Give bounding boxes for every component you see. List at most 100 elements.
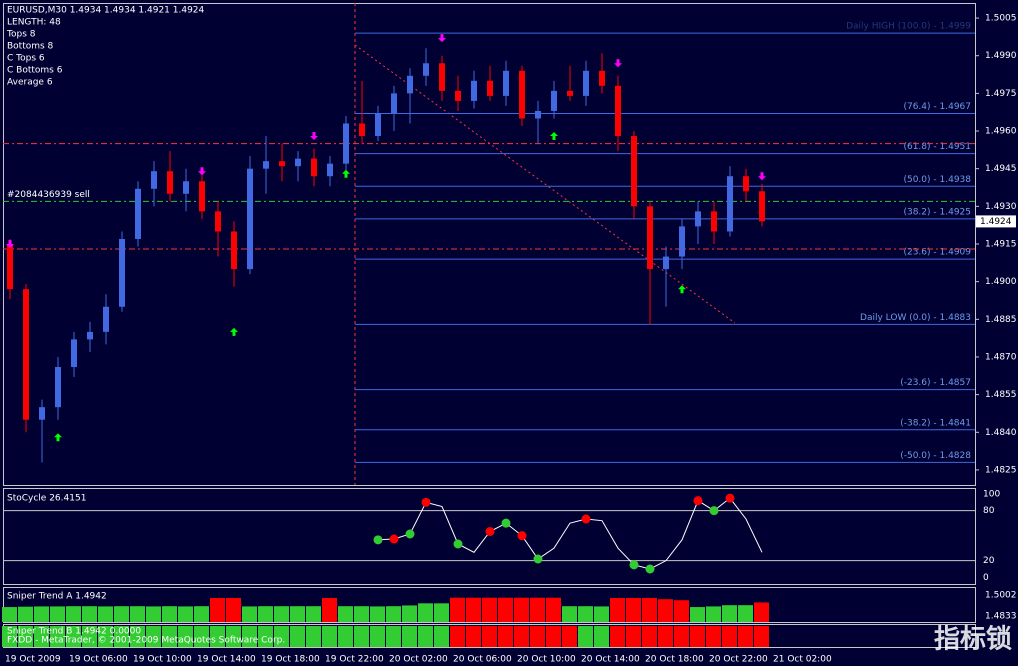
time-label: 20 Oct 02:00 [389, 655, 448, 665]
candle-body [151, 171, 157, 189]
trend-bar [178, 606, 193, 622]
signal-bar [738, 626, 753, 647]
trend-bar [658, 599, 673, 622]
trend-bar [594, 606, 609, 622]
signal-bar [306, 626, 321, 647]
trend-line [354, 44, 736, 324]
trend-bar [194, 606, 209, 622]
signal-bar [290, 626, 305, 647]
trend-bar [98, 606, 113, 622]
time-label: 20 Oct 10:00 [517, 655, 576, 665]
cycle-dot [485, 527, 495, 536]
info-line: Bottoms 8 [7, 42, 54, 52]
bottom-arrow [230, 327, 238, 336]
candle-body [471, 80, 477, 101]
trend-bar [258, 606, 273, 622]
top-arrow [6, 240, 14, 248]
signal-bar [18, 626, 33, 647]
trend-bar [338, 606, 353, 622]
trend-bar [18, 606, 33, 622]
signal-bar [66, 626, 81, 647]
y-tick-label: 1.4915 [985, 240, 1017, 250]
cycle-dot [389, 534, 399, 544]
signal-bar [610, 626, 625, 647]
trend-bar [274, 606, 289, 622]
candle-body [423, 63, 429, 76]
panel-title: Sniper Trend A 1.4942 [7, 592, 107, 602]
candle-body [615, 85, 621, 137]
top-arrow [438, 34, 446, 43]
candle-body [647, 206, 653, 270]
signal-bar [34, 626, 49, 647]
cycle-dot [501, 518, 511, 528]
signal-bar [2, 626, 17, 647]
candle-body [551, 90, 557, 111]
fib-label: (50.0) - 1.4938 [903, 175, 971, 185]
signal-bar [562, 626, 577, 647]
time-label: 19 Oct 06:00 [69, 655, 128, 665]
fib-label: (38.2) - 1.4925 [903, 207, 971, 217]
candle-body [455, 90, 461, 101]
signal-bar [226, 626, 241, 647]
signal-bar [242, 626, 257, 647]
trend-bar [82, 606, 97, 622]
signal-bar [274, 626, 289, 647]
signal-bar [482, 626, 497, 647]
candle-body [215, 211, 221, 232]
candle-body [727, 176, 733, 232]
signal-bar [498, 626, 513, 647]
trend-bar [434, 603, 449, 622]
trend-bar [242, 606, 257, 622]
candle-body [39, 407, 45, 420]
fib-label: (23.6) - 1.4909 [903, 248, 971, 258]
trend-bar [162, 606, 177, 622]
trend-bar [2, 607, 17, 622]
signal-bar [514, 626, 529, 647]
cycle-dot [373, 535, 383, 545]
signal-bar [162, 626, 177, 647]
cycle-dot [581, 514, 591, 524]
signal-bar [594, 626, 609, 647]
candle-body [487, 80, 493, 96]
info-line: Average 6 [7, 78, 53, 88]
y-tick-label: 1.4960 [985, 127, 1017, 137]
signal-bar [690, 626, 705, 647]
trend-bar [754, 602, 769, 622]
candle-body [135, 188, 141, 239]
y-tick-label: 1.4990 [985, 51, 1017, 61]
top-arrow [758, 172, 766, 181]
candle-body [199, 181, 205, 212]
candle-body [183, 181, 189, 194]
candle-body [263, 161, 269, 169]
cycle-dot [693, 496, 703, 506]
y-tick-label: 1.4930 [985, 202, 1017, 212]
time-label: 20 Oct 22:00 [709, 655, 768, 665]
y-tick-label: 1.5005 [985, 14, 1017, 24]
bottom-arrow [54, 433, 62, 442]
candle-body [327, 163, 333, 177]
candle-body [759, 191, 765, 222]
trend-bar [450, 597, 465, 622]
trend-bar [690, 607, 705, 622]
signal-bar [658, 626, 673, 647]
trend-bar [418, 603, 433, 622]
top-arrow [614, 59, 622, 68]
candle-body [295, 158, 301, 167]
signal-bar [754, 626, 769, 647]
trend-bar [626, 597, 641, 622]
trend-bar [482, 597, 497, 622]
trend-bar [306, 606, 321, 622]
signal-bar [114, 626, 129, 647]
panel-title: StoCycle 26.4151 [7, 494, 86, 504]
y-tick-label: 1.4825 [985, 465, 1017, 475]
cycle-dot [517, 531, 527, 541]
trend-bar [226, 597, 241, 622]
y-tick-label: 1.4945 [985, 164, 1017, 174]
y-tick-label: 100 [983, 490, 1000, 500]
trend-bar [514, 597, 529, 622]
fib-label: Daily LOW (0.0) - 1.4883 [860, 313, 971, 323]
trend-bar [130, 606, 145, 622]
info-line: LENGTH: 48 [7, 18, 61, 28]
trend-bar [402, 605, 417, 622]
bottom-arrow [342, 169, 350, 178]
